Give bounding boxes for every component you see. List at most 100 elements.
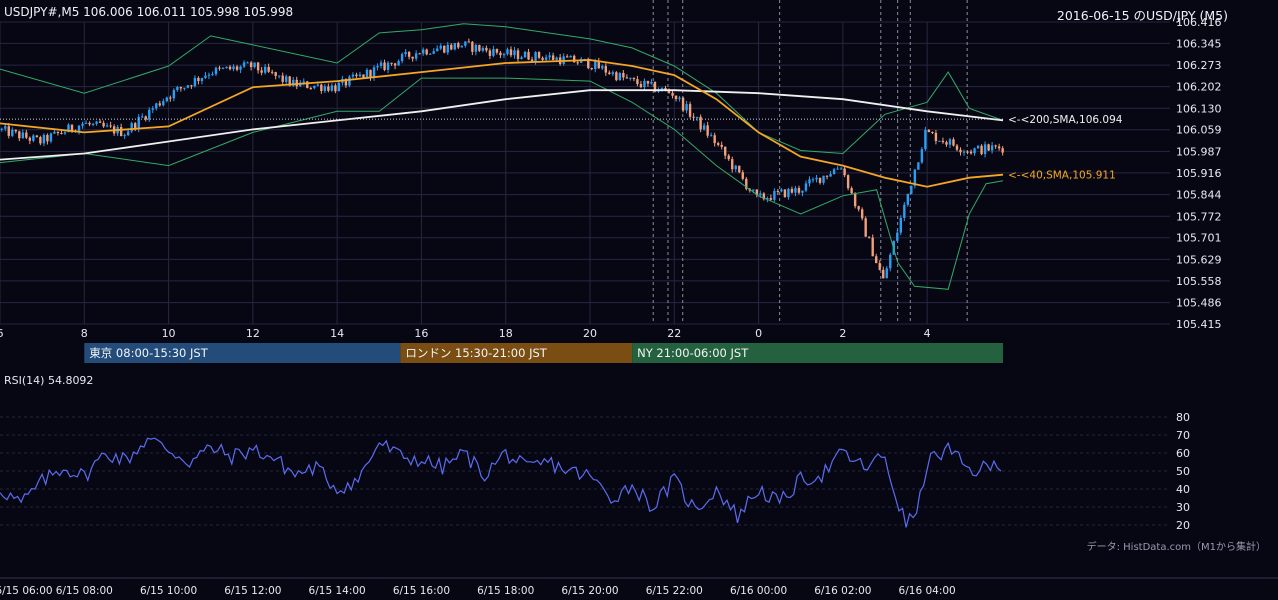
candle-body — [509, 49, 513, 56]
candle-body — [846, 175, 850, 189]
rsi-tick-label: 30 — [1176, 501, 1190, 514]
hour-tick-label: 18 — [499, 327, 513, 340]
price-tick-label: 105.629 — [1176, 253, 1222, 266]
candle-body — [994, 145, 997, 147]
candle-body — [436, 48, 439, 52]
candle-body — [411, 56, 414, 59]
candle-body — [376, 65, 379, 68]
rsi-tick-label: 20 — [1176, 519, 1190, 532]
candle-body — [857, 206, 860, 210]
candles — [0, 38, 1004, 279]
candle-body — [889, 254, 892, 269]
candle-body — [913, 169, 917, 186]
candle-body — [292, 79, 295, 86]
candle-body — [804, 183, 808, 191]
candle-body — [864, 218, 867, 237]
candle-body — [313, 85, 316, 89]
candle-body — [499, 52, 502, 56]
candle-body — [769, 198, 773, 200]
candle-body — [618, 72, 622, 81]
rsi-tick-label: 80 — [1176, 411, 1190, 424]
candle-body — [537, 52, 541, 58]
candle-body — [330, 85, 334, 91]
candle-body — [495, 49, 499, 53]
candle-body — [678, 97, 681, 100]
candle-body — [597, 61, 600, 69]
candle-body — [221, 68, 225, 70]
candle-body — [4, 126, 7, 129]
candle-body — [134, 123, 137, 129]
session-label: ロンドン 15:30-21:00 JST — [405, 346, 547, 360]
candle-body — [871, 237, 874, 257]
candle-body — [260, 70, 263, 73]
hour-tick-label: 4 — [924, 327, 931, 340]
candle-body — [636, 79, 639, 85]
time-axis-label: 6/15 22:00 — [646, 585, 703, 597]
candle-body — [938, 140, 941, 142]
candle-body — [0, 128, 3, 130]
candle-body — [323, 86, 327, 91]
hour-tick-label: 8 — [81, 327, 88, 340]
candle-body — [653, 81, 657, 92]
candle-body — [632, 77, 636, 80]
candle-body — [485, 47, 488, 51]
candle-body — [457, 43, 460, 48]
candle-body — [42, 134, 46, 144]
candle-body — [850, 188, 853, 194]
candle-body — [983, 144, 987, 155]
candle-body — [565, 56, 569, 58]
candle-body — [172, 90, 176, 99]
candle-body — [334, 85, 337, 92]
rsi-tick-label: 70 — [1176, 429, 1190, 442]
candle-body — [836, 168, 839, 170]
candle-body — [439, 45, 442, 49]
candle-body — [794, 188, 797, 193]
candle-body — [808, 179, 811, 184]
candle-body — [270, 71, 274, 73]
sma200-label: <-<200,SMA,106.094 — [1008, 114, 1123, 126]
candle-body — [702, 125, 706, 130]
candle-body — [962, 151, 966, 153]
candle-body — [11, 129, 14, 136]
candle-body — [400, 54, 404, 62]
candle-body — [801, 190, 804, 193]
candle-body — [590, 68, 593, 70]
time-axis-label: 6/16 02:00 — [814, 585, 871, 597]
candle-body — [63, 132, 67, 134]
price-tick-label: 105.987 — [1176, 145, 1222, 158]
candle-body — [179, 87, 183, 89]
candle-body — [25, 132, 28, 138]
time-axis-label: 6/15 08:00 — [56, 585, 113, 597]
candle-body — [716, 143, 720, 145]
time-axis-label: 6/15 18:00 — [477, 585, 534, 597]
candle-body — [148, 109, 151, 120]
candle-body — [882, 269, 885, 279]
candle-body — [773, 190, 776, 200]
candle-body — [355, 74, 358, 77]
candle-body — [822, 175, 825, 183]
candle-body — [920, 149, 924, 163]
hour-tick-label: 0 — [755, 327, 762, 340]
rsi-line — [0, 437, 1002, 528]
hour-tick-label: 2 — [839, 327, 846, 340]
candle-body — [924, 129, 927, 150]
candle-body — [467, 41, 471, 43]
candle-body — [650, 81, 653, 84]
candle-body — [207, 74, 211, 76]
candle-body — [183, 87, 186, 89]
candle-body — [35, 135, 39, 138]
candle-body — [513, 50, 516, 56]
candle-body — [404, 51, 407, 55]
hour-tick-label: 20 — [583, 327, 597, 340]
hour-tick-label: 12 — [246, 327, 260, 340]
candle-body — [990, 145, 994, 151]
hour-tick-label: 14 — [330, 327, 344, 340]
candle-body — [425, 49, 428, 55]
rsi-title: RSI(14) 54.8092 — [4, 374, 93, 387]
candle-body — [471, 41, 474, 52]
candle-body — [762, 193, 766, 200]
candle-body — [917, 162, 920, 170]
bollinger-lower-line — [0, 77, 1004, 290]
candle-body — [832, 169, 836, 175]
candle-body — [797, 188, 801, 193]
